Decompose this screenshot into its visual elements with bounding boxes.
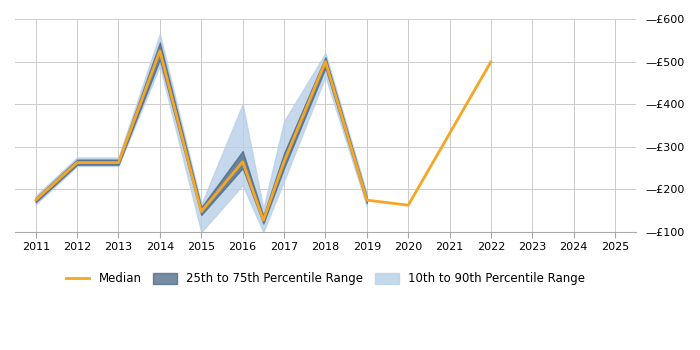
Legend: Median, 25th to 75th Percentile Range, 10th to 90th Percentile Range: Median, 25th to 75th Percentile Range, 1… (61, 268, 590, 290)
